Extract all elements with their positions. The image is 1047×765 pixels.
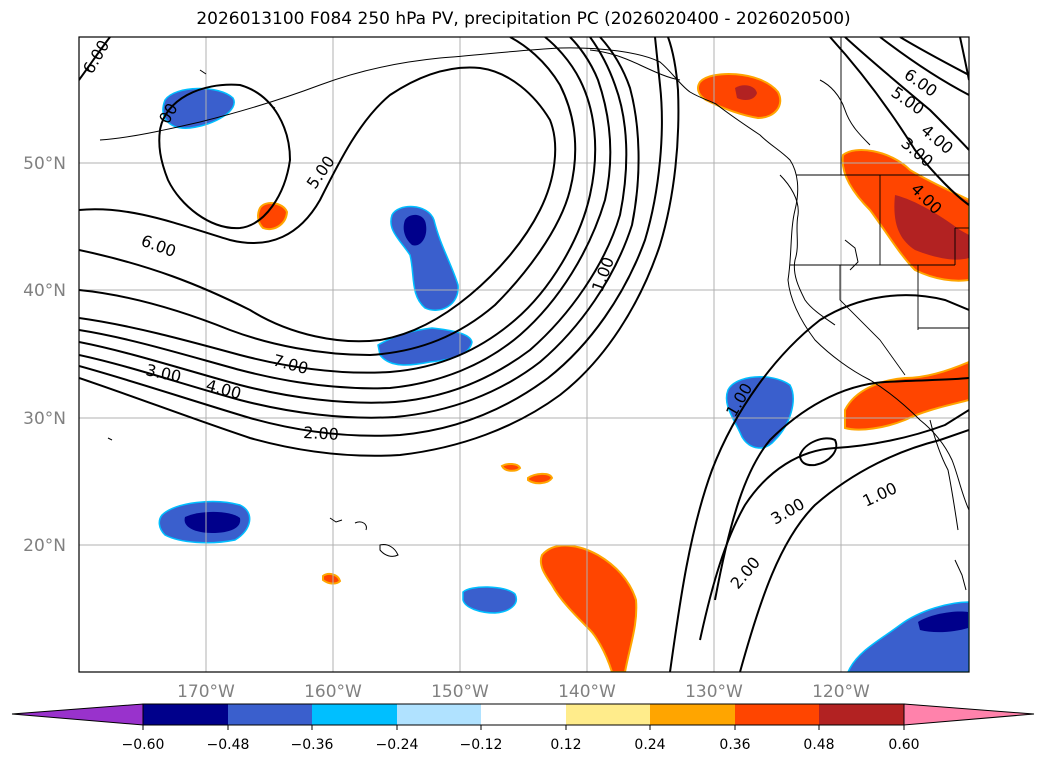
coastlines <box>99 47 969 591</box>
lat-label: 30°N <box>23 409 66 429</box>
map-frame <box>78 36 970 673</box>
precip-core <box>894 195 969 260</box>
colorbar-segment <box>819 704 904 725</box>
precip-blob <box>527 472 554 485</box>
colorbar-segment <box>566 704 650 725</box>
lon-label: 130°W <box>685 682 743 702</box>
latitude-labels: 50°N 40°N 30°N 20°N <box>23 154 66 556</box>
lat-label: 50°N <box>23 154 66 174</box>
precip-blob <box>322 572 342 585</box>
colorbar-extend-right <box>903 703 1035 726</box>
colorbar-segment <box>228 704 312 725</box>
precip-core <box>403 214 427 246</box>
colorbar-segment <box>735 704 819 725</box>
political-borders <box>790 37 969 376</box>
colorbar-tick-label: 0.36 <box>719 737 750 753</box>
longitude-labels: 170°W 160°W 150°W 140°W 130°W 120°W <box>177 682 870 702</box>
colorbar-tick-label: 0.60 <box>888 737 919 753</box>
colorbar-tick-label: −0.48 <box>207 737 250 753</box>
lat-label: 40°N <box>23 281 66 301</box>
lon-label: 150°W <box>431 682 489 702</box>
colorbar-tick-label: −0.60 <box>122 737 165 753</box>
lon-label: 140°W <box>558 682 616 702</box>
colorbar-segment <box>143 704 228 725</box>
precip-blob <box>462 586 517 614</box>
colorbar-extend-left <box>11 703 144 726</box>
precip-core <box>918 611 968 633</box>
precip-core <box>735 85 757 101</box>
colorbar-tick-label: 0.12 <box>550 737 581 753</box>
precip-blob <box>725 376 794 449</box>
lon-label: 120°W <box>812 682 870 702</box>
colorbar: −0.60 −0.48 −0.36 −0.24 −0.12 0.12 0.24 … <box>11 703 1035 753</box>
precip-core <box>184 511 241 533</box>
lat-label: 20°N <box>23 536 66 556</box>
colorbar-tick-label: 0.24 <box>634 737 665 753</box>
lon-label: 170°W <box>177 682 235 702</box>
colorbar-segment <box>312 704 397 725</box>
colorbar-tick-label: 0.48 <box>803 737 834 753</box>
colorbar-tick-label: −0.12 <box>460 737 503 753</box>
colorbar-tick-label: −0.24 <box>376 737 419 753</box>
contour-label: 2.00 <box>303 423 340 444</box>
colorbar-segment <box>650 704 735 725</box>
colorbar-segment <box>397 704 481 725</box>
precip-blob <box>377 327 473 366</box>
precip-blob <box>500 462 522 472</box>
lon-label: 160°W <box>304 682 362 702</box>
gridlines <box>79 37 969 672</box>
pv-contours <box>79 37 969 672</box>
colorbar-segment <box>481 704 566 725</box>
colorbar-tick-label: −0.36 <box>291 737 334 753</box>
map-title: 2026013100 F084 250 hPa PV, precipitatio… <box>196 9 851 29</box>
